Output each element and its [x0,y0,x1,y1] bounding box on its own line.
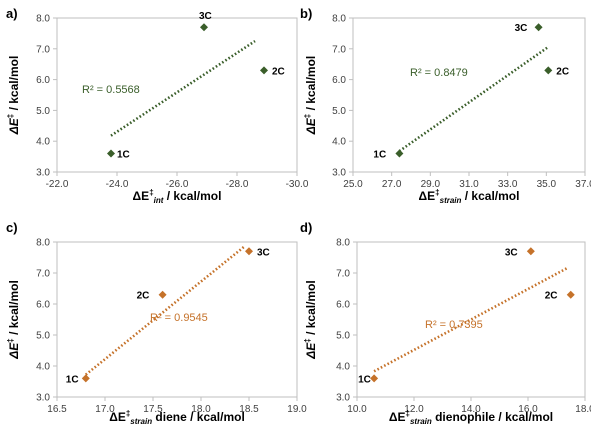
x-tick-label: 14.0 [461,404,481,415]
data-point-3C [200,23,208,32]
data-point-2C [158,290,167,299]
point-label-2C: 2C [272,66,285,77]
x-tick-label: -28.0 [226,179,249,190]
plot-area-border [56,241,298,398]
point-label-3C: 3C [257,247,270,258]
panel-label: d) [300,220,312,235]
plot-area-border [352,17,586,173]
point-label-3C: 3C [515,23,528,34]
y-tick-label: 5.0 [36,106,50,117]
y-tick-label: 6.0 [332,75,346,86]
y-tick-label: 4.0 [36,137,50,148]
data-point-2C [260,66,268,75]
y-tick-label: 8.0 [332,14,346,25]
point-label-3C: 3C [199,11,212,22]
y-tick-label: 4.0 [336,362,350,373]
y-axis-title: ΔE‡ / kcal/mol [6,56,21,136]
data-point-2C [544,66,553,75]
x-tick-label: 18.5 [239,404,259,415]
y-tick-label: 7.0 [36,269,50,280]
y-axis-title: ΔE‡ / kcal/mol [303,280,318,360]
trendline [373,266,569,373]
y-tick-label: 7.0 [332,44,346,55]
data-point-1C [107,149,115,158]
point-label-1C: 1C [66,374,79,385]
y-tick-label: 7.0 [336,269,350,280]
y-tick-label: 3.0 [336,393,350,404]
panel-label: b) [300,6,312,21]
x-tick-label: -30.0 [286,179,309,190]
y-tick-label: 6.0 [336,300,350,311]
point-label-3C: 3C [505,247,518,258]
x-axis-title: ΔE‡strain diene / kcal/mol [109,409,245,426]
x-tick-label: 18.0 [191,404,211,415]
y-tick-label: 8.0 [336,238,350,249]
data-point-2C [566,290,575,299]
r-squared-label: R² = 0.5568 [82,84,140,96]
y-tick-label: 8.0 [36,238,50,249]
x-tick-label: 16.0 [518,404,538,415]
trendline [84,245,246,376]
data-point-3C [534,23,543,32]
point-label-1C: 1C [117,150,130,161]
point-label-2C: 2C [556,66,569,77]
y-tick-label: 7.0 [36,44,50,55]
x-axis-title: ΔE‡strain / kcal/mol [419,188,520,205]
x-axis-title: ΔE‡int / kcal/mol [133,188,222,205]
y-tick-label: 4.0 [332,137,346,148]
data-point-1C [370,374,379,383]
x-tick-label: 12.0 [404,404,424,415]
x-tick-label: 29.0 [421,179,441,190]
y-tick-label: 3.0 [36,168,50,179]
y-axis-title: ΔE‡ / kcal/mol [6,280,21,360]
x-tick-label: -24.0 [106,179,129,190]
y-axis-title: ΔE‡ / kcal/mol [303,56,318,136]
x-tick-label: 17.0 [95,404,115,415]
x-tick-label: -26.0 [166,179,189,190]
y-tick-label: 8.0 [36,14,50,25]
x-tick-label: 10.0 [347,404,367,415]
panel-label: c) [6,220,18,235]
r-squared-label: R² = 0.7395 [425,319,483,331]
point-label-1C: 1C [373,150,386,161]
r-squared-label: R² = 0.9545 [150,312,208,324]
x-tick-label: 35.0 [537,179,557,190]
y-tick-label: 5.0 [332,106,346,117]
chart-panel-c: c) 3.0 4.0 5.0 6.0 7.0 8.0 16.5 17.0 17.5 18.0 18.5… [6,220,307,426]
point-label-2C: 2C [137,291,150,302]
y-tick-label: 4.0 [36,362,50,373]
x-tick-label: 31.0 [459,179,479,190]
chart-panel-b: b) 3.0 4.0 5.0 6.0 7.0 8.0 25.0 27.0 29.0 31.0 33.0… [300,6,591,205]
trendline [398,45,550,153]
data-point-1C [81,374,90,383]
x-tick-label: 25.0 [343,179,363,190]
point-label-1C: 1C [358,374,371,385]
y-tick-label: 3.0 [332,168,346,179]
x-tick-label: 37.0 [575,179,591,190]
x-tick-label: -22.0 [46,179,69,190]
chart-panel-d: d) 3.0 4.0 5.0 6.0 7.0 8.0 10.0 12.0 14.0 16.0 18.0… [300,220,591,426]
x-tick-label: 33.0 [498,179,518,190]
x-tick-label: 17.5 [143,404,163,415]
x-axis-title: ΔE‡strain dienophile / kcal/mol [389,409,553,426]
data-point-3C [245,247,253,256]
x-tick-label: 27.0 [382,179,402,190]
chart-panel-a: a) 3.0 4.0 5.0 6.0 7.0 8.0 -22.0 -24.0 -26.0 -28.0… [6,6,309,205]
y-tick-label: 5.0 [36,331,50,342]
x-tick-label: 19.0 [287,404,307,415]
panel-label: a) [6,6,18,21]
data-point-1C [395,149,404,158]
y-tick-label: 3.0 [36,393,50,404]
y-tick-label: 6.0 [36,75,50,86]
x-tick-label: 16.5 [47,404,67,415]
y-tick-label: 5.0 [336,331,350,342]
data-point-3C [526,247,535,256]
r-squared-label: R² = 0.8479 [410,67,468,79]
y-tick-label: 6.0 [36,300,50,311]
x-tick-label: 18.0 [575,404,591,415]
point-label-2C: 2C [545,291,558,302]
